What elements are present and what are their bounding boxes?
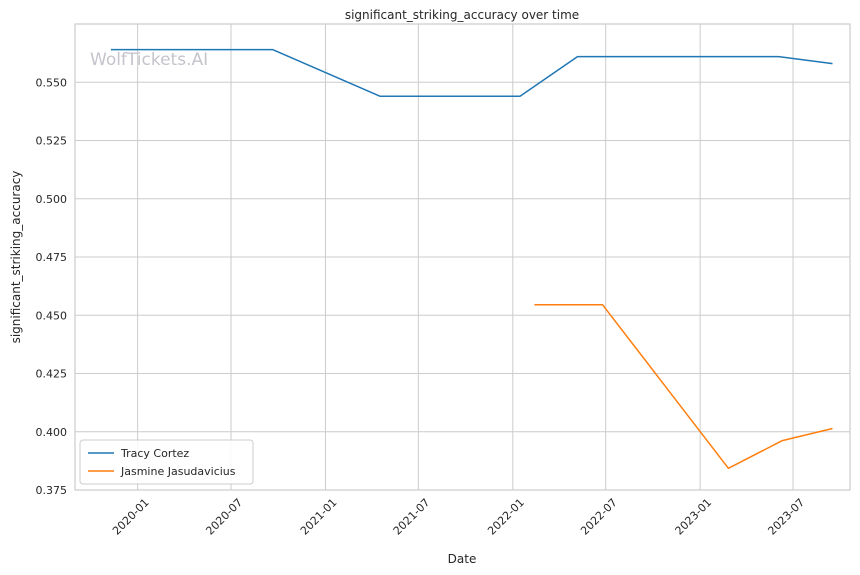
chart-title: significant_striking_accuracy over time [345, 8, 579, 22]
x-tick-label: 2022-01 [485, 496, 527, 538]
y-tick-label: 0.525 [36, 135, 68, 148]
x-tick-label: 2023-07 [765, 496, 807, 538]
legend: Tracy Cortez Jasmine Jasudavicius [79, 439, 254, 485]
x-tick-label: 2022-07 [578, 496, 620, 538]
series-line-tracy-cortez [110, 48, 833, 97]
x-axis-ticks: 2020-01 2020-07 2021-01 2021-07 2022-01 2022-… [110, 496, 807, 538]
y-tick-label: 0.425 [36, 368, 68, 381]
y-tick-label: 0.375 [36, 484, 68, 497]
x-tick-label: 2020-01 [110, 496, 152, 538]
x-tick-label: 2020-07 [203, 496, 245, 538]
watermark-text: WolfTickets.AI [90, 50, 208, 70]
y-axis-title: significant_striking_accuracy [9, 171, 23, 344]
grid [75, 24, 850, 491]
legend-box [79, 439, 254, 485]
series-line-jasmine-jasudavicius [534, 304, 833, 470]
legend-label-tracy-cortez: Tracy Cortez [120, 447, 189, 460]
y-tick-label: 0.500 [36, 193, 68, 206]
y-tick-label: 0.475 [36, 251, 68, 264]
x-axis-title: Date [448, 552, 477, 566]
series-layer [110, 48, 833, 470]
y-axis-ticks: 0.375 0.400 0.425 0.450 0.475 0.500 0.525 0.550 [36, 76, 68, 497]
y-tick-label: 0.400 [36, 426, 68, 439]
y-tick-label: 0.450 [36, 309, 68, 322]
x-tick-label: 2023-01 [673, 496, 715, 538]
x-tick-label: 2021-07 [391, 496, 433, 538]
y-tick-label: 0.550 [36, 76, 68, 89]
x-tick-label: 2021-01 [298, 496, 340, 538]
plot-frame [74, 23, 851, 491]
legend-label-jasmine-jasudavicius: Jasmine Jasudavicius [120, 465, 236, 478]
